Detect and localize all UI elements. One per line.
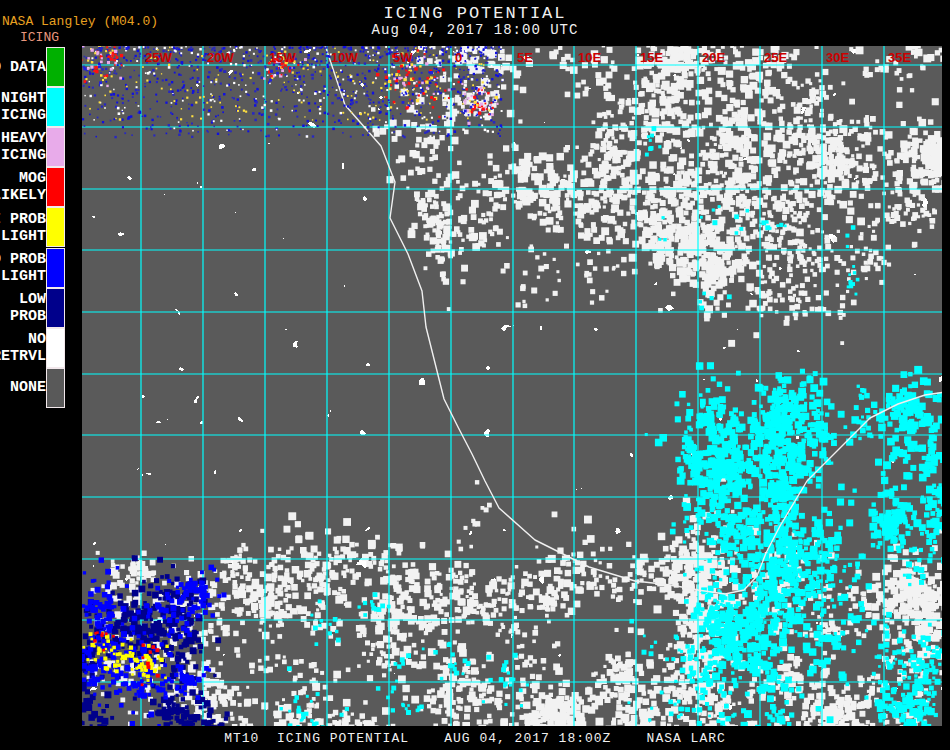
svg-text:25W: 25W	[145, 50, 172, 65]
svg-text:10E: 10E	[578, 50, 601, 65]
svg-text:5E: 5E	[517, 50, 533, 65]
svg-text:0: 0	[455, 50, 462, 65]
svg-text:10W: 10W	[331, 50, 358, 65]
svg-text:25E: 25E	[764, 50, 787, 65]
svg-text:35E: 35E	[888, 50, 911, 65]
svg-text:30E: 30E	[826, 50, 849, 65]
svg-text:20W: 20W	[207, 50, 234, 65]
svg-text:20E: 20E	[702, 50, 725, 65]
svg-text:5W: 5W	[393, 50, 413, 65]
svg-text:15E: 15E	[640, 50, 663, 65]
svg-text:15W: 15W	[269, 50, 296, 65]
